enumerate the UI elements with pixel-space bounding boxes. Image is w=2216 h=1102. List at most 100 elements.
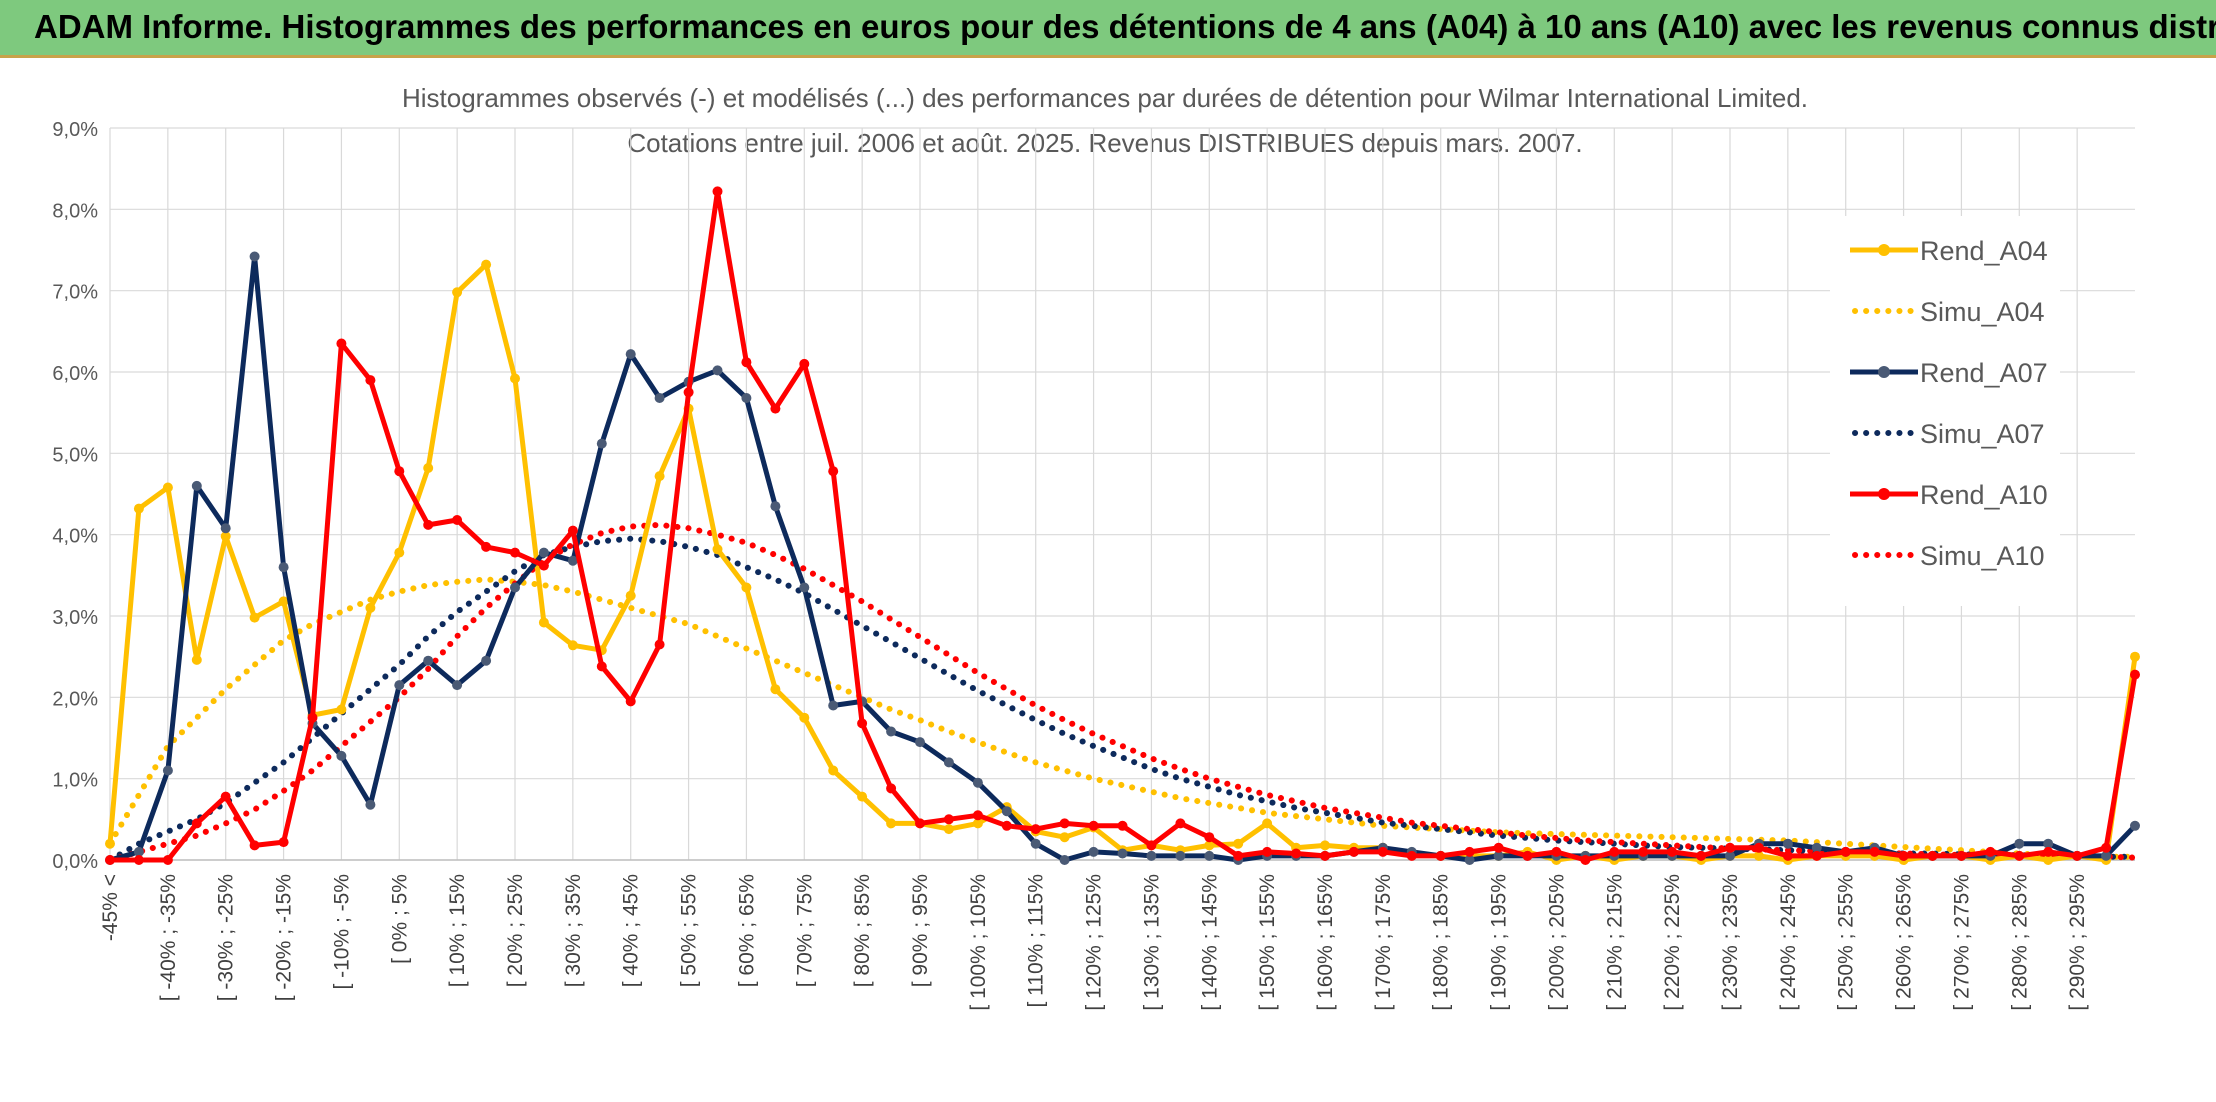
x-tick-label: [ 140% ; 145%: [1198, 874, 1221, 1011]
series-rend-a10-point: [1696, 850, 1707, 861]
chart-subtitle: Cotations entre juil. 2006 et août. 2025…: [627, 128, 1582, 158]
series-rend-a04-point: [857, 791, 868, 802]
series-rend-a10-point: [2014, 850, 2025, 861]
series-rend-a10-point: [2043, 846, 2054, 857]
series-simu-a04-line: [107, 576, 2138, 860]
series-rend-a10-point: [105, 855, 115, 865]
x-tick-label: [ 210% ; 215%: [1603, 874, 1626, 1011]
series-rend-a07-point: [1117, 848, 1128, 859]
series-rend-a10-point: [1233, 850, 1244, 861]
x-tick-label: [ 190% ; 195%: [1488, 874, 1511, 1011]
series-rend-a07-point: [1725, 850, 1735, 861]
series-rend-a07-point: [915, 737, 925, 748]
series-rend-a07-point: [2130, 820, 2140, 831]
x-tick-label: -45% <: [99, 874, 122, 941]
y-tick-label: 8,0%: [52, 200, 98, 222]
series-rend-a10-point: [481, 541, 492, 552]
series-rend-a10-point: [452, 515, 463, 525]
y-tick-label: 1,0%: [52, 770, 98, 792]
series-rend-a07-point: [770, 501, 781, 512]
series-rend-a04-point: [828, 765, 839, 776]
series-rend-a07-point: [1204, 850, 1215, 861]
x-tick-label: [ 80% ; 85%: [851, 874, 874, 987]
series-rend-a10-point: [1175, 818, 1186, 829]
series-rend-a10-point: [1927, 850, 1938, 861]
series-rend-a07-point: [828, 700, 839, 711]
series-rend-a10-point: [423, 519, 434, 530]
x-tick-label: [ 240% ; 245%: [1777, 874, 1800, 1011]
y-tick-label: 3,0%: [52, 607, 98, 629]
series-rend-a04-point: [625, 590, 636, 601]
legend: Rend_A04 Simu_A04 Rend_A07 Simu_A07 Rend_A10…: [1830, 216, 2060, 606]
series-rend-a04-point: [567, 640, 578, 651]
series-rend-a10-point: [943, 814, 954, 825]
series-rend-a10-point: [2072, 850, 2083, 861]
grid-layer: [109, 127, 2135, 861]
series-rend-a07-point: [567, 555, 578, 566]
x-tick-label: [ 0% ; 5%: [388, 874, 411, 964]
series-rend-a07-point: [943, 757, 954, 768]
series-rend-a10-point: [510, 547, 520, 558]
series-rend-a04-point: [105, 838, 115, 849]
series-rend-a10-point: [1956, 850, 1967, 861]
x-tick-label: [ 230% ; 235%: [1719, 874, 1742, 1011]
series-rend-a04-point: [249, 612, 260, 623]
x-tick-label: [ 170% ; 175%: [1372, 874, 1395, 1011]
series-rend-a10-point: [1320, 850, 1330, 861]
series-rend-a10-point: [278, 837, 289, 848]
series-rend-a07-point: [538, 547, 549, 558]
series-rend-a10-point: [1840, 846, 1851, 857]
series-rend-a10-point: [307, 712, 318, 723]
series-layer: [105, 186, 2140, 865]
series-rend-a07-point: [1030, 838, 1041, 849]
x-tick-label: [ -40% ; -35%: [157, 874, 180, 1001]
series-rend-a04-point: [365, 602, 376, 613]
y-tick-label: 6,0%: [52, 363, 98, 385]
series-rend-a07-point: [1782, 838, 1793, 849]
banner-title: ADAM Informe. Histogrammes des performan…: [34, 8, 2216, 45]
series-rend-a04-point: [191, 654, 202, 665]
series-rend-a04-point: [1204, 840, 1215, 851]
series-rend-a10-point: [1811, 850, 1822, 861]
series-simu-a10-line: [107, 521, 2138, 863]
series-rend-a10-point: [1117, 820, 1128, 831]
series-rend-a10-point: [249, 840, 260, 851]
chart-title: Histogrammes observés (-) et modélisés (…: [402, 83, 1808, 113]
series-rend-a10-point: [915, 818, 925, 829]
series-rend-a07-point: [2014, 838, 2025, 849]
series-rend-a07-point: [625, 349, 636, 360]
series-rend-a07-point: [972, 777, 983, 788]
x-tick-label: [ 220% ; 225%: [1661, 874, 1684, 1011]
series-rend-a07-point: [712, 365, 723, 376]
series-rend-a10-point: [133, 855, 144, 865]
series-rend-a10-point: [1030, 824, 1041, 835]
legend-label-simu-a04: Simu_A04: [1920, 297, 2045, 327]
series-rend-a10-point: [1464, 846, 1475, 857]
series-rend-a10-point: [1869, 846, 1880, 857]
legend-label-rend-a10: Rend_A10: [1920, 480, 2048, 510]
series-rend-a04-point: [1320, 840, 1330, 851]
x-tick-label: [ 50% ; 55%: [678, 874, 701, 987]
legend-marker-rend-a10: [1878, 488, 1890, 500]
x-tick-label: [ 250% ; 255%: [1835, 874, 1858, 1011]
series-rend-a07-point: [1059, 855, 1070, 865]
series-rend-a07-point: [886, 726, 897, 737]
series-rend-a10-point: [1725, 842, 1735, 853]
series-rend-a07-point: [1001, 806, 1012, 817]
x-tick-label: [ 70% ; 75%: [793, 874, 816, 987]
y-tick-label: 9,0%: [52, 119, 98, 141]
series-rend-a10-point: [683, 387, 694, 398]
series-rend-a07-point: [394, 680, 405, 691]
series-rend-a04-point: [654, 471, 665, 482]
legend-label-rend-a04: Rend_A04: [1920, 236, 2048, 266]
x-tick-label: [ 60% ; 65%: [735, 874, 758, 987]
series-rend-a07-point: [365, 799, 376, 810]
series-rend-a10-point: [2130, 669, 2140, 680]
series-rend-a07-point: [481, 655, 492, 666]
legend-marker-rend-a07: [1878, 366, 1890, 378]
series-rend-a10-point: [538, 560, 549, 571]
series-rend-a10-point: [596, 661, 607, 672]
series-rend-a04-point: [972, 818, 983, 829]
series-rend-a07-point: [423, 655, 434, 666]
series-rend-a10-point: [220, 791, 231, 802]
